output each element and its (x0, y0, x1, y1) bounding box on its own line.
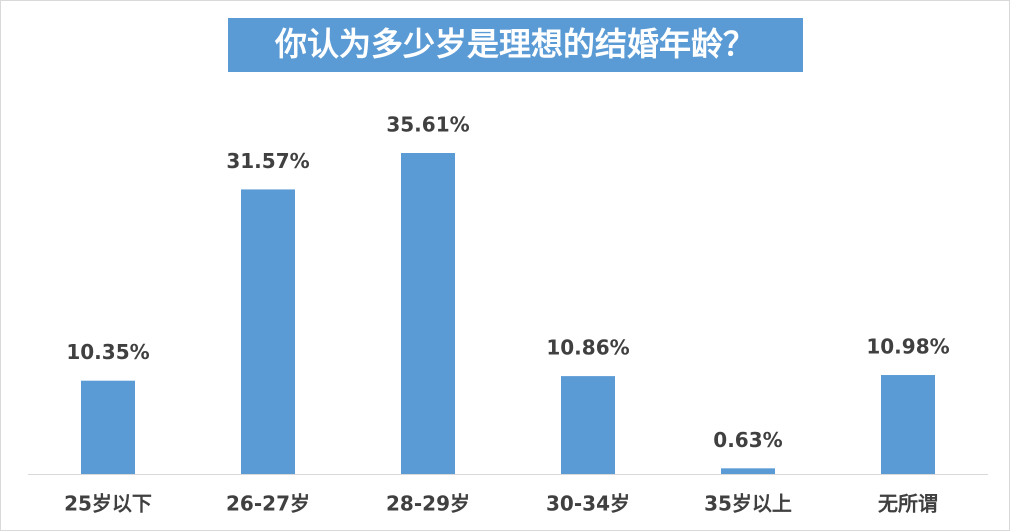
value-label: 35.61% (386, 113, 469, 137)
bar (241, 189, 295, 475)
x-tick-label: 28-29岁 (386, 492, 470, 516)
value-label: 10.35% (66, 340, 149, 364)
x-tick-label: 26-27岁 (226, 492, 310, 516)
value-label: 31.57% (226, 149, 309, 173)
value-label: 10.86% (546, 336, 629, 360)
x-tick-label: 30-34岁 (546, 492, 630, 516)
value-label: 10.98% (866, 335, 949, 359)
bar (881, 375, 935, 474)
title-box (228, 18, 803, 72)
bar (401, 153, 455, 474)
value-label: 0.63% (713, 428, 782, 452)
chart-title: 你认为多少岁是理想的结婚年龄？ (274, 25, 755, 63)
bar (81, 380, 135, 474)
x-tick-label: 25岁以下 (64, 492, 152, 516)
bar (721, 468, 775, 474)
x-tick-label: 无所谓 (878, 492, 938, 516)
bar (561, 376, 615, 474)
x-tick-label: 35岁以上 (704, 492, 792, 516)
